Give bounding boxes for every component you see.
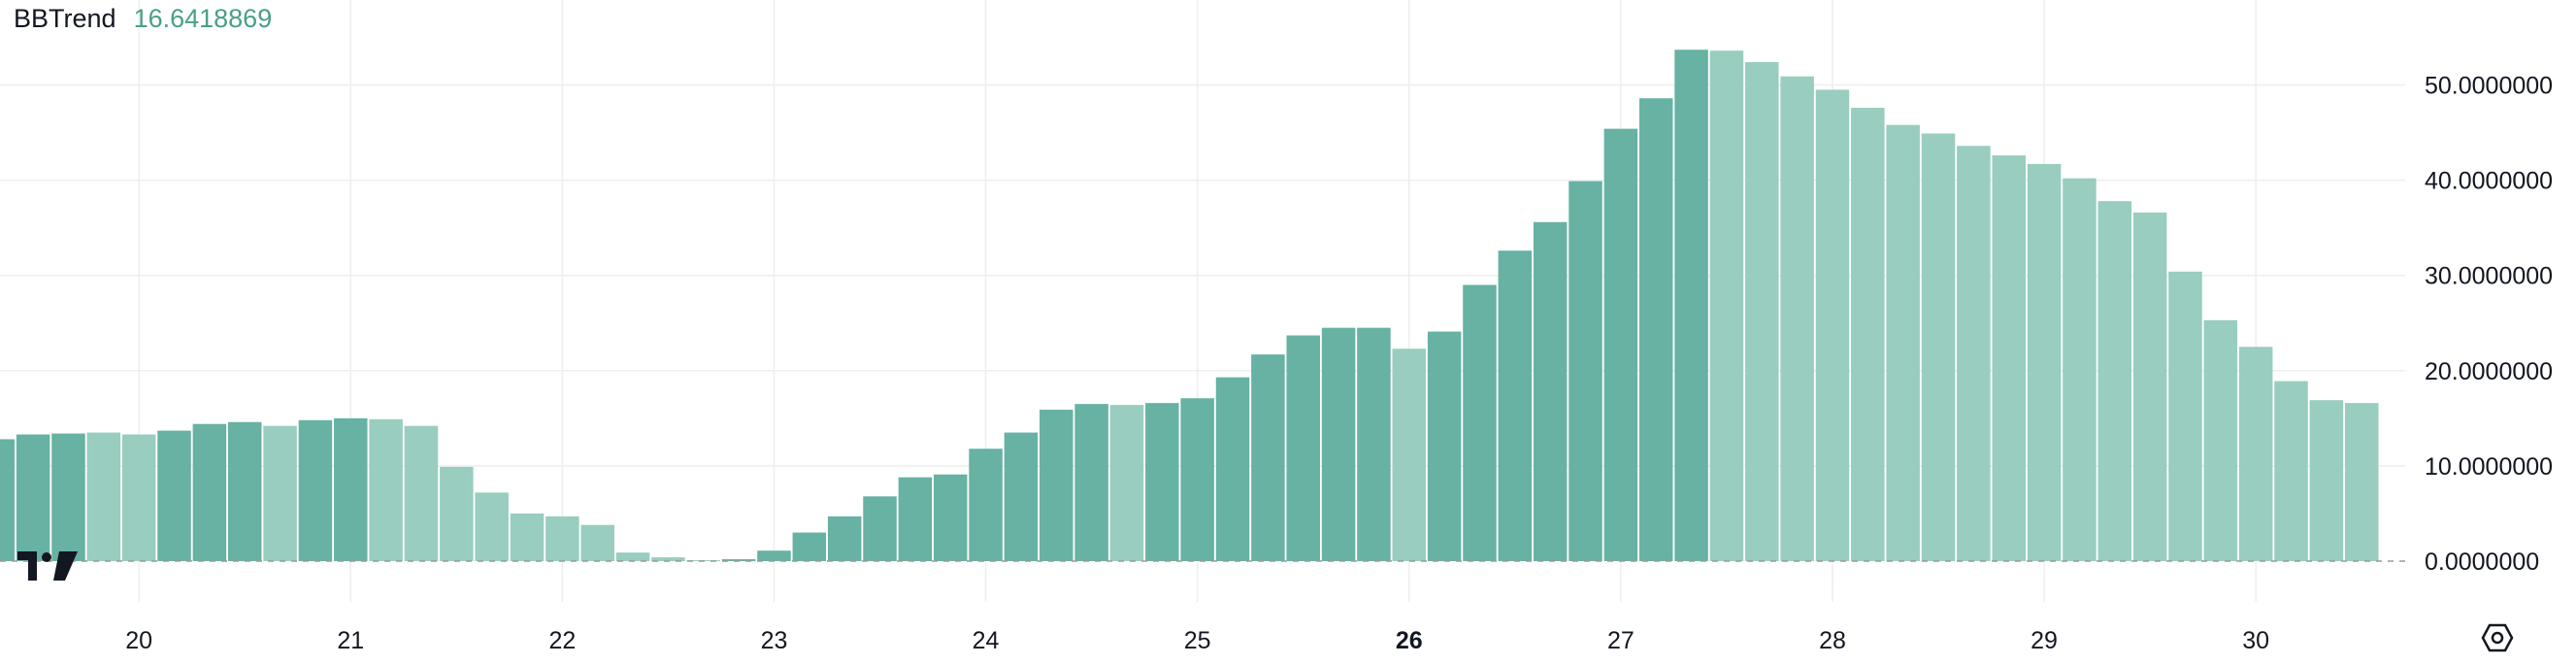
- histogram-bar: [1745, 61, 1779, 562]
- histogram-bar: [2168, 271, 2202, 561]
- histogram-bar: [1498, 250, 1533, 561]
- histogram-bar: [192, 423, 227, 561]
- x-tick-label: 21: [337, 627, 364, 654]
- histogram-bar: [1780, 76, 1814, 562]
- histogram-bar: [1533, 221, 1568, 562]
- histogram-bar: [0, 439, 16, 561]
- histogram-bar: [1638, 98, 1673, 561]
- histogram-bar: [1357, 327, 1391, 561]
- histogram-bar: [1392, 349, 1427, 561]
- histogram-bar: [1251, 354, 1285, 561]
- histogram-bar: [227, 421, 262, 561]
- histogram-bar: [2238, 347, 2273, 561]
- histogram-bar: [2309, 400, 2344, 561]
- y-tick-label: 0.0000000: [2425, 549, 2539, 576]
- histogram-bar: [827, 515, 862, 561]
- x-tick-label: 22: [548, 627, 576, 654]
- histogram-bars: [0, 50, 2379, 562]
- histogram-bar: [404, 425, 439, 561]
- histogram-bar: [1004, 432, 1039, 561]
- histogram-bar: [580, 524, 614, 561]
- histogram-bar: [969, 449, 1003, 561]
- x-tick-label: 20: [125, 627, 152, 654]
- histogram-bar: [121, 434, 156, 561]
- histogram-bar: [1851, 108, 1885, 561]
- histogram-bar: [1074, 404, 1108, 561]
- histogram-bar: [2097, 201, 2132, 561]
- x-tick-label: 28: [1819, 627, 1846, 654]
- histogram-bar: [933, 474, 968, 561]
- histogram-bar: [1109, 405, 1144, 561]
- histogram-bar: [263, 425, 297, 561]
- histogram-bar: [86, 432, 121, 561]
- histogram-bar: [2274, 381, 2308, 561]
- histogram-bar: [1603, 128, 1638, 561]
- histogram-bar: [545, 515, 579, 561]
- x-axis[interactable]: 20 21 22 23 24 25 26 27 28 29 30: [125, 627, 2269, 654]
- histogram-bar: [721, 559, 756, 561]
- histogram-bar: [1427, 331, 1462, 561]
- indicator-value: 16.6418869: [133, 3, 273, 33]
- histogram-bar: [792, 532, 827, 561]
- histogram-bar: [2063, 178, 2097, 561]
- histogram-bar: [1569, 181, 1602, 561]
- x-tick-label: 29: [2031, 627, 2058, 654]
- histogram-bar: [1674, 50, 1708, 561]
- histogram-bar: [1180, 398, 1214, 561]
- histogram-bar: [1957, 146, 1991, 561]
- histogram-bar: [440, 466, 474, 561]
- settings-gear-icon[interactable]: [2481, 621, 2514, 654]
- tradingview-logo-icon[interactable]: [17, 549, 80, 582]
- histogram-bar: [475, 492, 509, 561]
- y-tick-label: 50.0000000: [2425, 73, 2553, 100]
- x-tick-label: 24: [973, 627, 1000, 654]
- histogram-bar: [369, 418, 403, 561]
- histogram-bar: [1709, 50, 1744, 561]
- histogram-bar: [1463, 284, 1497, 561]
- x-tick-label: 23: [761, 627, 788, 654]
- histogram-bar: [510, 513, 545, 561]
- x-tick-label: 30: [2242, 627, 2269, 654]
- histogram-bar: [757, 550, 791, 561]
- histogram-bar: [334, 417, 368, 561]
- x-tick-label: 25: [1184, 627, 1211, 654]
- histogram-bar: [863, 496, 897, 561]
- histogram-bar: [1921, 133, 1956, 561]
- histogram-bar: [1215, 377, 1250, 561]
- y-axis[interactable]: 0.0000000 10.0000000 20.0000000 30.0000000 4…: [2425, 73, 2553, 577]
- histogram-bar: [298, 419, 333, 561]
- histogram-bar: [2132, 212, 2167, 562]
- histogram-bar: [1886, 124, 1920, 561]
- histogram-bar: [898, 477, 933, 561]
- x-tick-label: 26: [1396, 627, 1423, 654]
- histogram-bar: [2203, 319, 2238, 561]
- y-tick-label: 30.0000000: [2425, 263, 2553, 290]
- y-tick-label: 40.0000000: [2425, 168, 2553, 195]
- indicator-legend[interactable]: BBTrend 16.6418869: [14, 2, 272, 35]
- histogram-bar: [2344, 403, 2379, 561]
- histogram-bar: [1286, 335, 1320, 561]
- histogram-bar: [51, 433, 85, 561]
- x-tick-label: 27: [1607, 627, 1635, 654]
- y-tick-label: 20.0000000: [2425, 358, 2553, 385]
- histogram-bar: [2027, 163, 2062, 561]
- indicator-name: BBTrend: [14, 3, 116, 33]
- histogram-bar: [1992, 155, 2026, 561]
- histogram-bar: [1040, 410, 1073, 561]
- histogram-bar: [615, 552, 650, 561]
- histogram-bar: [1815, 89, 1850, 561]
- y-tick-label: 10.0000000: [2425, 453, 2553, 481]
- histogram-bar: [1145, 403, 1179, 561]
- histogram-bar: [1321, 327, 1356, 561]
- histogram-bar: [651, 557, 685, 561]
- histogram-bar: [16, 434, 50, 561]
- histogram-bar: [157, 430, 191, 561]
